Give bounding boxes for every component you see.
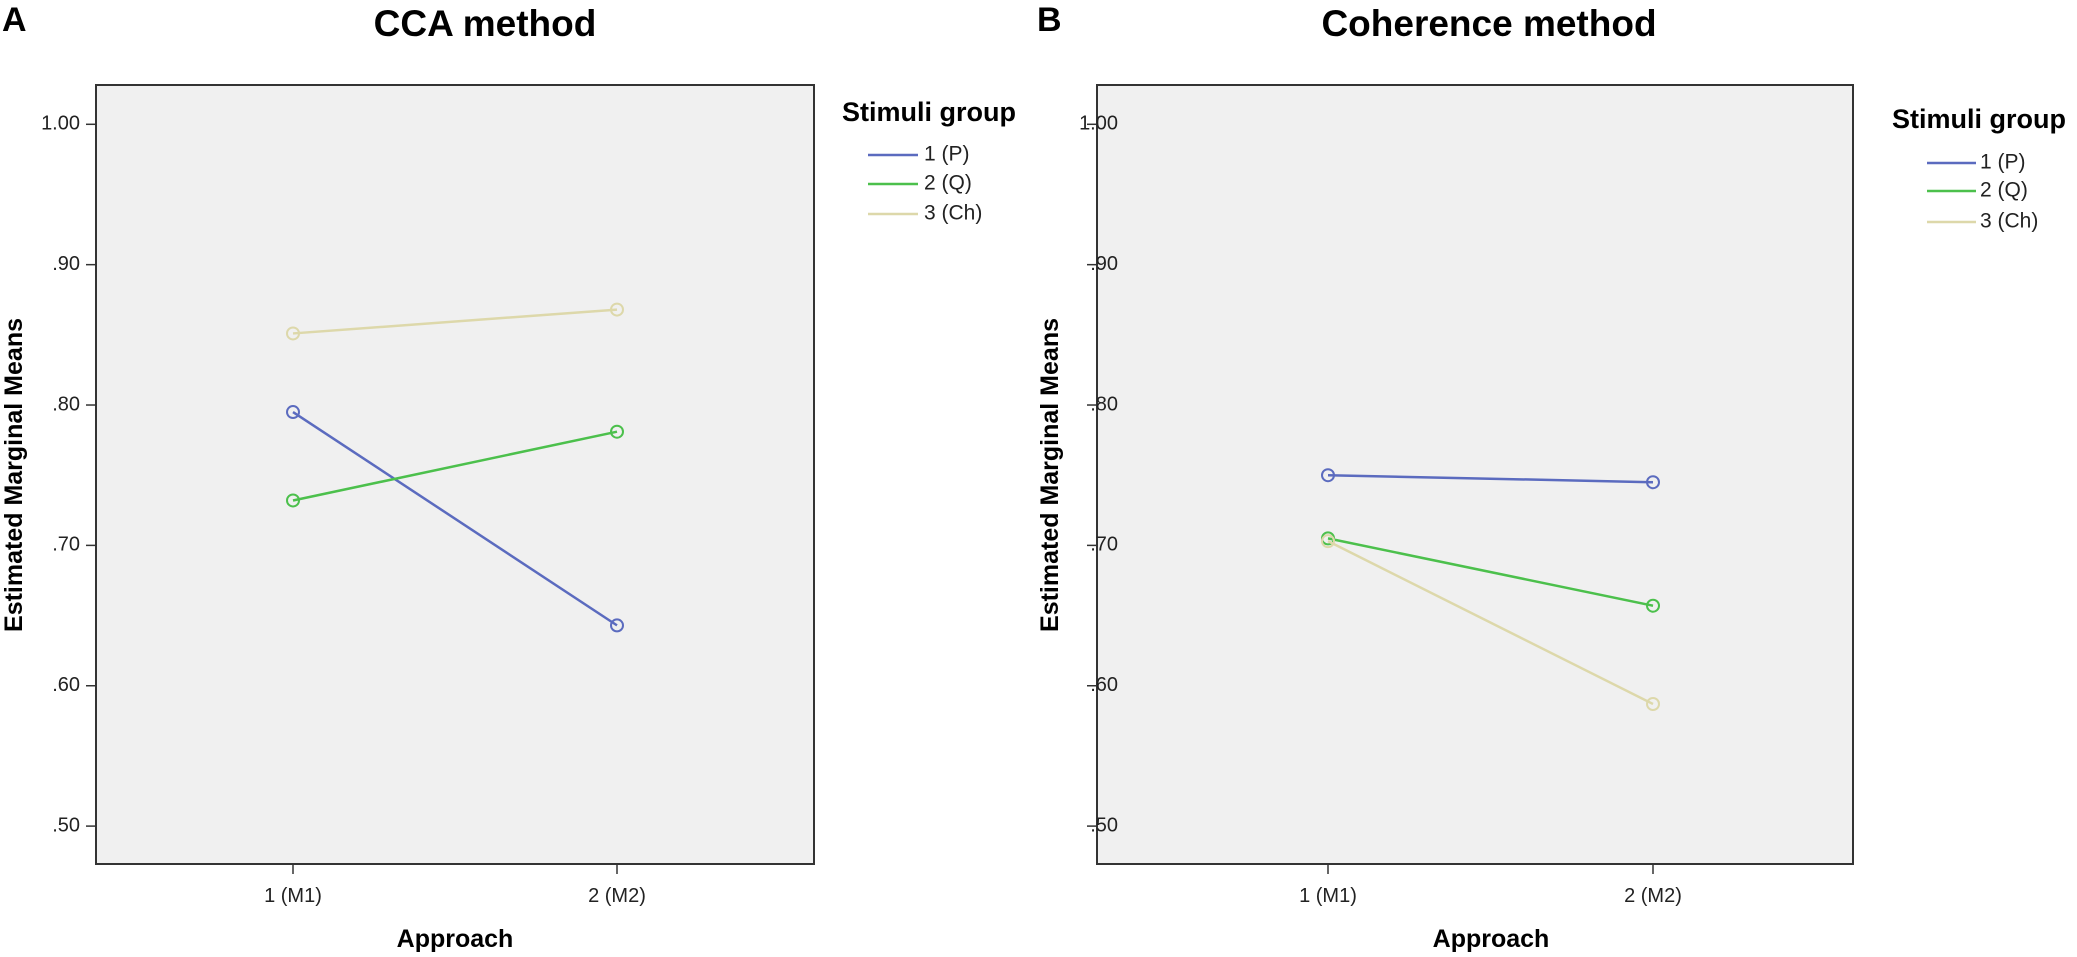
panel-b-legend-label: 2 (Q) <box>1980 179 2028 202</box>
panel-b-y-ticks: .50 .60 .70 .80 .90 1.00 <box>1079 113 1118 837</box>
panel-b-legend: Stimuli group 1 (P) 2 (Q) 3 (Ch) <box>1892 104 2066 233</box>
panel-b-y-axis-label: Estimated Marginal Means <box>1036 318 1064 632</box>
panel-a-plot-area <box>95 84 815 865</box>
panel-b-series-p-point <box>1646 475 1660 490</box>
panel-b-y-tick: .70 <box>1087 534 1118 556</box>
panel-a-y-tick: .70 <box>52 534 96 556</box>
panel-a-series-q-point <box>610 424 624 439</box>
panel-b-series-ch-point <box>1321 534 1335 549</box>
panel-a-x-tick: 1 (M1) <box>264 864 322 907</box>
panel-a-x-tick-label: 2 (M2) <box>588 885 646 907</box>
panel-a-legend-label: 2 (Q) <box>924 172 972 195</box>
panel-b-y-tick: .80 <box>1087 393 1118 415</box>
panel-a-legend-label: 1 (P) <box>924 143 970 166</box>
panel-b-x-ticks: 1 (M1) 2 (M2) <box>1299 864 1682 907</box>
panel-b-legend-label: 3 (Ch) <box>1980 210 2038 233</box>
panel-b-series-q-point <box>1646 598 1660 613</box>
panel-b-x-tick: 2 (M2) <box>1624 864 1682 907</box>
panel-b-y-tick: 1.00 <box>1079 113 1118 135</box>
panel-b-y-tick-label: 1.00 <box>1079 113 1118 135</box>
panel-a-y-tick-label: .60 <box>52 674 80 696</box>
panel-a-series-p <box>286 405 624 633</box>
panel-a-x-ticks: 1 (M1) 2 (M2) <box>264 864 646 907</box>
panel-a-x-axis-label: Approach <box>397 925 514 953</box>
panel-a-series-ch-point <box>286 326 300 341</box>
panel-b-series-p <box>1321 468 1660 490</box>
panel-a-y-tick: 1.00 <box>41 113 96 135</box>
panel-b-legend-item: 1 (P) <box>1927 151 2026 174</box>
panel-a-series-p-point <box>610 618 624 633</box>
panel-b-series-q-line <box>1327 537 1654 607</box>
panel-b-y-tick: .60 <box>1087 674 1118 696</box>
panel-a-letter: A <box>2 1 27 39</box>
panel-b-x-tick: 1 (M1) <box>1299 864 1357 907</box>
panel-a-y-tick: .60 <box>52 674 96 696</box>
panel-a-series-p-line <box>292 410 618 627</box>
panel-a-y-axis-label: Estimated Marginal Means <box>0 318 28 632</box>
panel-a-legend: Stimuli group 1 (P) 2 (Q) 3 (Ch) <box>842 97 1016 225</box>
panel-b-series-p-line <box>1327 473 1654 484</box>
panel-a-series-q <box>286 424 624 508</box>
panel-b-y-tick: .90 <box>1087 253 1118 275</box>
panel-a-series-ch <box>286 302 624 341</box>
panel-b-letter: B <box>1037 1 1062 39</box>
panel-b-series-p-point <box>1321 468 1335 483</box>
panel-a: A CCA method Estimated Marginal Means Ap… <box>0 1 1016 953</box>
panel-a-y-tick: .80 <box>52 393 96 415</box>
panel-a-legend-item: 2 (Q) <box>868 172 972 195</box>
panel-a-y-tick-label: 1.00 <box>41 113 80 135</box>
panel-a-y-tick-label: .90 <box>52 253 80 275</box>
panel-b-y-tick-label: .90 <box>1090 253 1118 275</box>
panel-a-x-tick-label: 1 (M1) <box>264 885 322 907</box>
panel-a-series-q-line <box>292 430 618 502</box>
panel-b-y-tick-label: .60 <box>1090 674 1118 696</box>
panel-b-x-axis-label: Approach <box>1433 925 1550 953</box>
panel-a-series-q-point <box>286 493 300 508</box>
panel-b-series-ch-point <box>1646 696 1660 711</box>
panel-b-x-tick-label: 2 (M2) <box>1624 885 1682 907</box>
panel-b-series-ch <box>1321 534 1660 711</box>
panel-a-y-tick: .50 <box>52 814 96 836</box>
panel-a-legend-title: Stimuli group <box>842 97 1016 127</box>
panel-a-series-ch-line <box>292 308 618 335</box>
panel-b-title: Coherence method <box>1321 3 1656 44</box>
panel-b: B Coherence method Estimated Marginal Me… <box>1036 1 2066 953</box>
panel-a-legend-label: 3 (Ch) <box>924 202 982 225</box>
panel-a-legend-item: 1 (P) <box>868 143 970 166</box>
panel-b-y-tick-label: .80 <box>1090 393 1118 415</box>
panel-b-legend-label: 1 (P) <box>1980 151 2026 174</box>
panel-a-y-tick: .90 <box>52 253 96 275</box>
panel-a-x-tick: 2 (M2) <box>588 864 646 907</box>
panel-b-legend-item: 2 (Q) <box>1927 179 2028 202</box>
panel-b-legend-title: Stimuli group <box>1892 104 2066 134</box>
panel-a-legend-item: 3 (Ch) <box>868 202 982 225</box>
panel-a-y-ticks: .50 .60 .70 .80 .90 1.00 <box>41 113 96 836</box>
panel-a-y-tick-label: .80 <box>52 393 80 415</box>
panel-b-y-tick-label: .50 <box>1090 814 1118 836</box>
panel-b-y-tick-label: .70 <box>1090 534 1118 556</box>
panel-b-y-tick: .50 <box>1087 814 1118 836</box>
panel-b-series-ch-line <box>1327 540 1654 706</box>
panel-b-plot-area <box>1096 84 1854 865</box>
panel-a-title: CCA method <box>374 3 597 44</box>
panel-b-x-tick-label: 1 (M1) <box>1299 885 1357 907</box>
panel-a-y-tick-label: .70 <box>52 534 80 556</box>
panel-a-y-tick-label: .50 <box>52 814 80 836</box>
panel-a-series-p-point <box>286 405 300 420</box>
panel-a-series-ch-point <box>610 302 624 317</box>
panel-b-legend-item: 3 (Ch) <box>1927 210 2038 233</box>
